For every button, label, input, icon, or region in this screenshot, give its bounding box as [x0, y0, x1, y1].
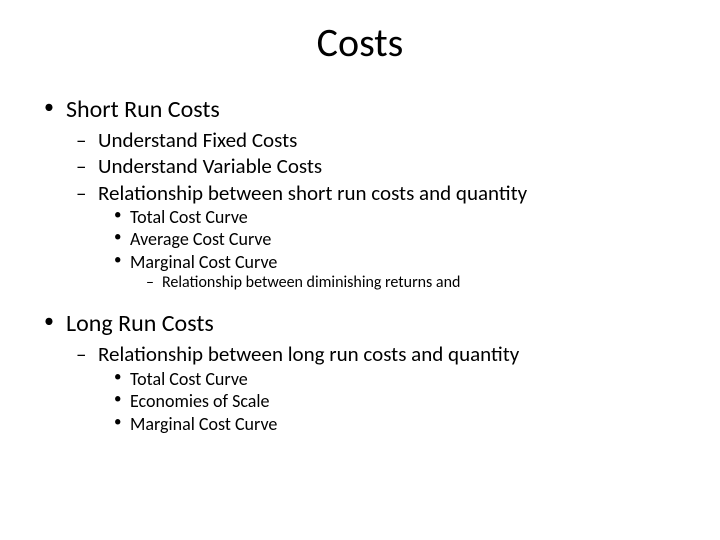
spacer — [38, 293, 682, 309]
list-item: Total Cost Curve — [104, 206, 682, 229]
list-item: Relationship between diminishing returns… — [138, 273, 682, 293]
slide: Costs Short Run Costs Understand Fixed C… — [0, 0, 720, 540]
list-item: Relationship between short run costs and… — [68, 180, 682, 206]
list-item: Long Run Costs — [38, 309, 682, 339]
list-item: Short Run Costs — [38, 95, 682, 125]
list-item: Relationship between long run costs and … — [68, 341, 682, 367]
list-item: Marginal Cost Curve — [104, 251, 682, 274]
list-item: Average Cost Curve — [104, 228, 682, 251]
outline-list: Short Run Costs Understand Fixed Costs U… — [38, 95, 682, 435]
list-item: Economies of Scale — [104, 390, 682, 413]
slide-title: Costs — [38, 18, 682, 67]
list-item: Understand Fixed Costs — [68, 127, 682, 153]
list-item: Marginal Cost Curve — [104, 413, 682, 436]
list-item: Total Cost Curve — [104, 368, 682, 391]
list-item: Understand Variable Costs — [68, 153, 682, 179]
